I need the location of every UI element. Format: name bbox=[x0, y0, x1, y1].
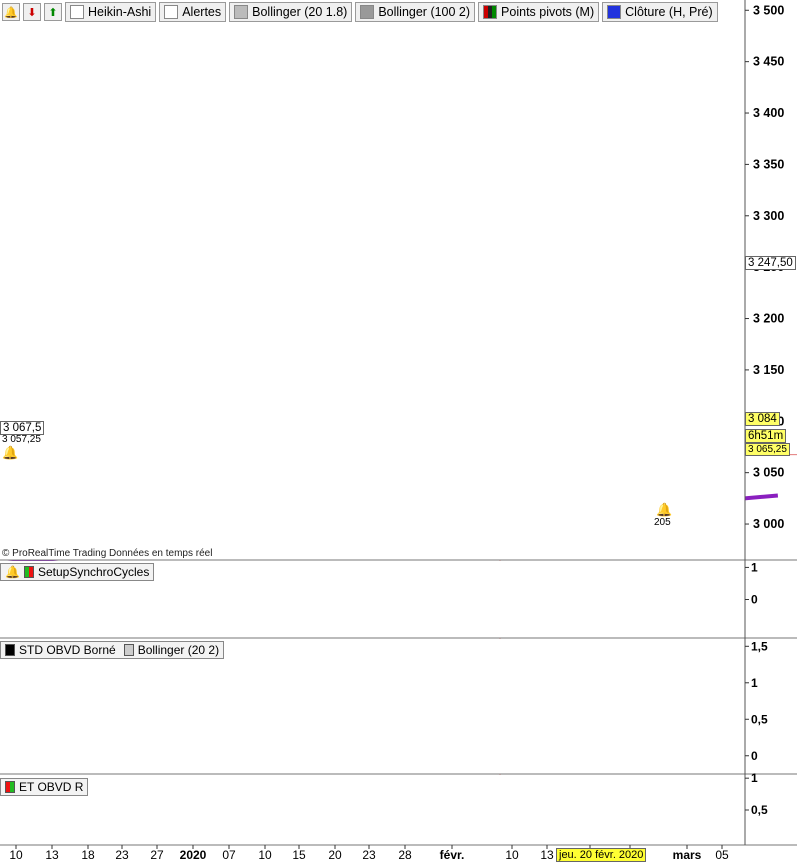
x-tick-label: 18 bbox=[81, 848, 95, 861]
alertes-swatch-icon bbox=[164, 5, 179, 19]
panel-background bbox=[0, 639, 745, 774]
bell-icon[interactable]: 🔔 bbox=[2, 445, 19, 460]
x-tick-label: févr. bbox=[440, 848, 465, 861]
y-tick-label: 3 300 bbox=[753, 209, 784, 223]
bell-icon[interactable]: 🔔 bbox=[5, 565, 20, 579]
bell-icon[interactable]: 🔔 bbox=[656, 502, 673, 517]
copyright-notice: © ProRealTime Trading Données en temps r… bbox=[2, 548, 213, 559]
x-tick-label: 10 bbox=[258, 848, 272, 861]
toolbar-heikin-ashi[interactable]: Heikin-Ashi bbox=[65, 2, 157, 22]
toolbar-alertes[interactable]: Alertes bbox=[159, 2, 227, 22]
x-tick-label: 13 bbox=[45, 848, 59, 861]
timer-tag: 6h51m bbox=[745, 429, 787, 443]
y-tick-label: 3 000 bbox=[753, 517, 784, 531]
arrow-up-icon[interactable]: ⬆ bbox=[44, 3, 62, 21]
y-tick-label: 1 bbox=[751, 676, 758, 690]
bollinger-100-swatch-icon bbox=[360, 5, 375, 19]
x-tick-label: 15 bbox=[292, 848, 306, 861]
cycles-panel-title[interactable]: 🔔 SetupSynchroCycles bbox=[0, 563, 155, 581]
y-tick-label: 3 350 bbox=[753, 157, 784, 171]
y-tick-label: 3 450 bbox=[753, 55, 784, 69]
cloture-swatch-icon bbox=[607, 5, 622, 19]
bell-icon[interactable]: 🔔 bbox=[2, 3, 20, 21]
y-tick-label: 0,5 bbox=[751, 803, 768, 817]
y-tick-label: 1 bbox=[751, 771, 758, 785]
x-tick-label: mars bbox=[673, 848, 702, 861]
std-swatch-icon bbox=[5, 644, 15, 656]
x-tick-label: 23 bbox=[115, 848, 129, 861]
panel-background bbox=[0, 775, 745, 845]
y-tick-label: 3 400 bbox=[753, 106, 784, 120]
x-tick-label: 13 bbox=[540, 848, 554, 861]
y-tick-label: 3 500 bbox=[753, 3, 784, 17]
toolbar-bollinger-100[interactable]: Bollinger (100 2) bbox=[355, 2, 476, 22]
indicator-toolbar: 🔔 ⬇ ⬆ Heikin-Ashi Alertes Bollinger (20 … bbox=[0, 0, 718, 24]
y-tick-label: 1,5 bbox=[751, 639, 768, 653]
toolbar-points-pivots[interactable]: Points pivots (M) bbox=[478, 2, 600, 22]
y-tick-label: 3 200 bbox=[753, 312, 784, 326]
et-swatch-icon bbox=[5, 781, 15, 793]
y-tick-label: 3 050 bbox=[753, 466, 784, 480]
date-highlight: jeu. 20 févr. 2020 bbox=[556, 848, 647, 862]
x-tick-label: 28 bbox=[398, 848, 412, 861]
alert-left-tag: 3 057,25 bbox=[2, 434, 41, 445]
std-panel-title[interactable]: STD OBVD Borné Bollinger (20 2) bbox=[0, 641, 225, 659]
x-tick-label: 10 bbox=[9, 848, 23, 861]
bollinger-swatch-icon bbox=[123, 644, 134, 656]
toolbar-cloture[interactable]: Clôture (H, Pré) bbox=[602, 2, 718, 22]
x-tick-label: 07 bbox=[222, 848, 236, 861]
pivots-swatch-icon bbox=[483, 5, 498, 19]
bollinger-20-swatch-icon bbox=[234, 5, 249, 19]
y-tick-label: 3 150 bbox=[753, 363, 784, 377]
y-tick-label: 0 bbox=[751, 593, 758, 607]
y-tick-label: 0 bbox=[751, 749, 758, 763]
pivot-price-tag: 3 247,50 bbox=[745, 256, 796, 270]
alert-count-label: 205 bbox=[654, 517, 671, 528]
x-tick-label: 2020 bbox=[180, 848, 207, 861]
bid-price-tag: 3 065,25 bbox=[745, 443, 790, 456]
panel-background bbox=[0, 0, 745, 560]
x-tick-label: 10 bbox=[505, 848, 519, 861]
x-tick-label: 23 bbox=[362, 848, 376, 861]
x-tick-label: 05 bbox=[715, 848, 729, 861]
x-tick-label: 20 bbox=[328, 848, 342, 861]
current-price-tag: 3 084 bbox=[745, 412, 780, 426]
y-tick-label: 0,5 bbox=[751, 712, 768, 726]
y-tick-label: 1 bbox=[751, 560, 758, 574]
arrow-down-icon[interactable]: ⬇ bbox=[23, 3, 41, 21]
toolbar-bollinger-20[interactable]: Bollinger (20 1.8) bbox=[229, 2, 353, 22]
et-panel-title[interactable]: ET OBVD R bbox=[0, 778, 89, 796]
cycles-swatch-icon bbox=[23, 566, 34, 578]
x-tick-label: 27 bbox=[150, 848, 164, 861]
last-close-tag: 3 067,5 bbox=[0, 421, 45, 435]
heikin-ashi-swatch-icon bbox=[70, 5, 84, 19]
